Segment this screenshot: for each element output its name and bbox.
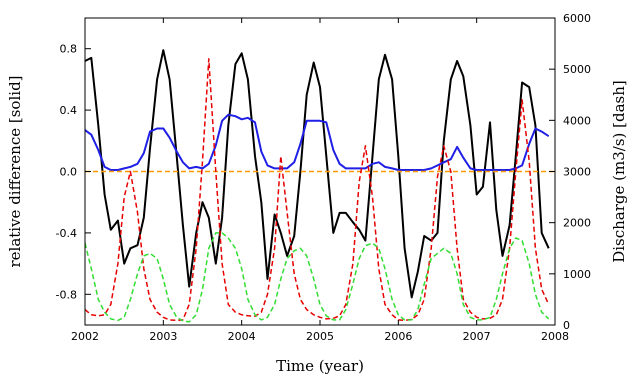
- x-tick-label: 2005: [306, 330, 334, 343]
- y-tick-label: -0.4: [56, 227, 77, 240]
- y2-tick-label: 6000: [563, 12, 591, 25]
- y2-tick-label: 3000: [563, 166, 591, 179]
- y2-tick-label: 1000: [563, 268, 591, 281]
- y-tick-label: 0.0: [60, 166, 78, 179]
- x-tick-label: 2002: [71, 330, 99, 343]
- y2-tick-label: 5000: [563, 63, 591, 76]
- x-tick-label: 2007: [463, 330, 491, 343]
- y-tick-label: 0.4: [60, 104, 78, 117]
- series-3-line: [84, 58, 550, 322]
- y2-tick-label: 2000: [563, 217, 591, 230]
- y2-tick-label: 4000: [563, 114, 591, 127]
- x-tick-label: 2003: [149, 330, 177, 343]
- series-layer: [84, 49, 555, 323]
- x-tick-label: 2006: [384, 330, 412, 343]
- series-1-line: [84, 113, 550, 171]
- x-tick-label: 2004: [228, 330, 256, 343]
- ticks-layer: 2002 2003 2004 2005 2006 2007 2008 -0.8 -0.4 0.0 0…: [56, 12, 591, 343]
- x-tick-label: 2008: [541, 330, 569, 343]
- series-0-line: [84, 49, 550, 299]
- y-tick-label: -0.8: [56, 288, 77, 301]
- y2-axis-title: Discharge (m3/s) [dash]: [610, 80, 628, 263]
- x-axis-title: Time (year): [276, 357, 364, 375]
- y2-tick-label: 0: [563, 319, 570, 332]
- series-4-line: [84, 232, 550, 323]
- y-axis-title: relative difference [solid]: [6, 75, 24, 267]
- y-tick-label: 0.8: [60, 43, 78, 56]
